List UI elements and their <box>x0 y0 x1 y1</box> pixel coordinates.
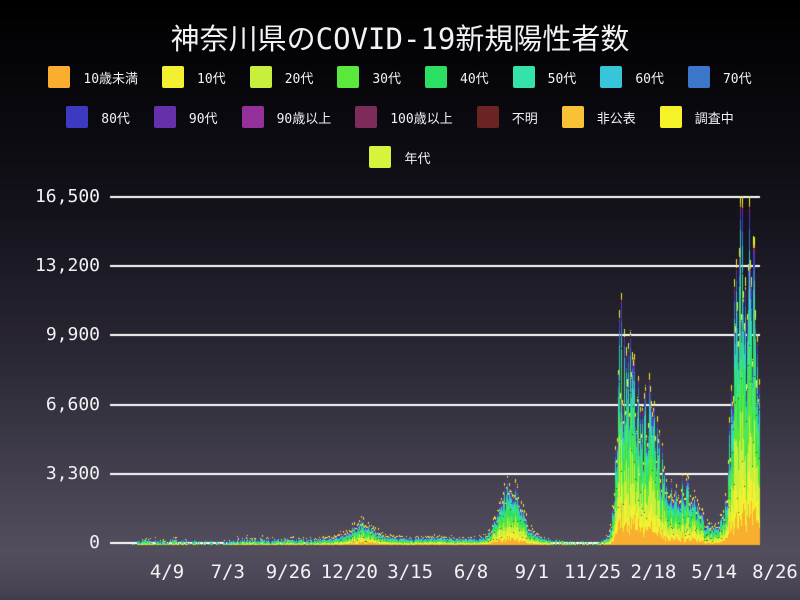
legend-label: 90代 <box>188 111 218 127</box>
y-tick-label: 6,600 <box>45 393 100 415</box>
legend-color-swatch <box>162 66 185 88</box>
x-tick-label: 4/9 <box>149 561 185 583</box>
legend-color-swatch <box>153 106 176 128</box>
legend-item-8: 80代 <box>66 106 130 128</box>
legend-item-7: 70代 <box>687 66 752 88</box>
legend-color-swatch <box>659 106 682 128</box>
legend-color-swatch <box>249 66 272 88</box>
x-tick-label: 5/14 <box>691 561 738 583</box>
legend-label: 50代 <box>547 71 577 87</box>
legend-item-3: 30代 <box>337 66 401 88</box>
legend-color-swatch <box>600 66 623 88</box>
stacked-area-chart <box>109 185 761 547</box>
legend-color-swatch <box>425 66 447 88</box>
legend-color-swatch <box>369 146 392 168</box>
legend-item-15: 年代 <box>369 146 431 168</box>
x-tick-label: 8/26 <box>752 561 798 583</box>
legend-item-11: 100歳以上 <box>355 106 453 128</box>
legend-color-swatch <box>687 66 710 88</box>
legend-color-swatch <box>66 106 89 128</box>
x-tick-label: 11/25 <box>564 561 622 583</box>
legend-label: 20代 <box>284 71 314 87</box>
legend-color-swatch <box>337 66 360 88</box>
legend-label: 年代 <box>404 151 431 167</box>
legend-label: 70代 <box>722 71 752 87</box>
legend-label: 10代 <box>197 71 226 87</box>
legend-item-9: 90代 <box>153 106 218 128</box>
legend-item-13: 非公表 <box>561 106 636 128</box>
legend-label: 不明 <box>511 111 538 127</box>
legend-label: 40代 <box>460 71 489 87</box>
legend-item-0: 10歳未満 <box>48 66 138 88</box>
legend-item-2: 20代 <box>249 66 314 88</box>
legend-color-swatch <box>241 106 264 128</box>
legend-item-10: 90歳以上 <box>241 106 332 128</box>
legend-item-4: 40代 <box>425 66 489 88</box>
legend-item-6: 60代 <box>600 66 664 88</box>
legend-label: 90歳以上 <box>276 111 332 127</box>
x-tick-label: 7/3 <box>210 561 245 583</box>
x-tick-label: 12/20 <box>320 561 378 583</box>
legend-item-1: 10代 <box>162 66 226 88</box>
legend-label: 100歳以上 <box>390 111 453 127</box>
legend: 10歳未満 10代 20代 30代 40代 50代 60代 70代 80代 90代 90歳以上 100… <box>0 66 800 168</box>
legend-label: 10歳未満 <box>83 71 139 87</box>
x-tick-label: 9/1 <box>514 561 549 583</box>
legend-item-14: 調査中 <box>659 106 734 128</box>
x-tick-label: 9/26 <box>265 561 312 583</box>
legend-label: 80代 <box>101 111 130 127</box>
legend-item-12: 不明 <box>476 106 538 128</box>
legend-label: 非公表 <box>596 111 636 127</box>
legend-label: 30代 <box>372 71 401 87</box>
y-tick-label: 16,500 <box>34 186 100 207</box>
legend-color-swatch <box>476 106 499 128</box>
y-tick-label: 9,900 <box>45 324 100 346</box>
y-tick-label: 0 <box>89 532 100 553</box>
x-tick-label: 6/8 <box>453 561 489 583</box>
legend-color-swatch <box>355 106 378 128</box>
legend-color-swatch <box>512 66 535 88</box>
legend-row-2: 80代 90代 90歳以上 100歳以上 不明 非公表 調査中 <box>0 106 800 128</box>
x-tick-label: 2/18 <box>630 561 677 583</box>
y-tick-label: 13,200 <box>34 255 100 277</box>
legend-label: 60代 <box>635 71 664 87</box>
legend-label: 調査中 <box>694 111 734 127</box>
legend-color-swatch <box>561 106 584 128</box>
legend-row-3: 年代 <box>0 146 800 168</box>
y-tick-label: 3,300 <box>45 462 100 484</box>
legend-row-1: 10歳未満 10代 20代 30代 40代 50代 60代 70代 <box>0 66 800 88</box>
legend-item-5: 50代 <box>512 66 577 88</box>
legend-color-swatch <box>48 66 71 88</box>
page-title: 神奈川県のCOVID-19新規陽性者数 <box>170 22 630 56</box>
x-tick-label: 3/15 <box>387 561 434 583</box>
